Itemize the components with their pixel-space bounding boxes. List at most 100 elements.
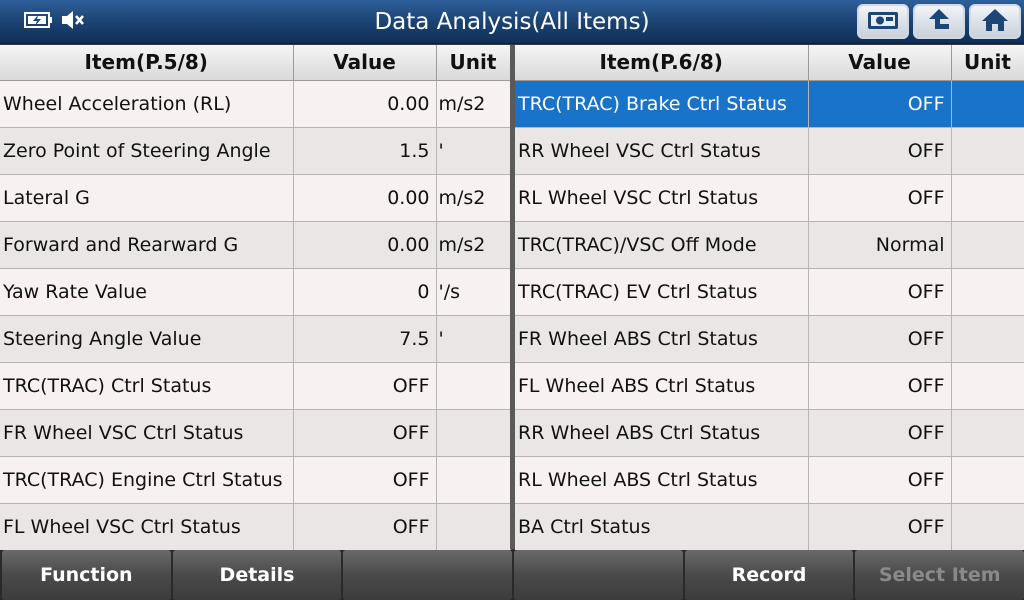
home-icon	[980, 7, 1010, 37]
table-row[interactable]: FL Wheel VSC Ctrl Status OFF	[0, 503, 511, 551]
item-cell: FL Wheel ABS Ctrl Status	[515, 362, 809, 410]
table-row[interactable]: TRC(TRAC) Ctrl Status OFF	[0, 362, 511, 410]
table-row[interactable]: Yaw Rate Value 0 '/s	[0, 268, 511, 316]
page-title: Data Analysis(All Items)	[374, 9, 650, 35]
value-cell: OFF	[293, 503, 437, 551]
item-cell: TRC(TRAC) EV Ctrl Status	[515, 268, 809, 316]
item-cell: Lateral G	[0, 174, 294, 222]
item-cell: RL Wheel ABS Ctrl Status	[515, 456, 809, 504]
item-cell: BA Ctrl Status	[515, 503, 809, 551]
value-cell: 0	[293, 268, 437, 316]
value-cell: 1.5	[293, 127, 437, 175]
home-button[interactable]	[969, 4, 1021, 39]
details-button[interactable]: Details	[172, 550, 342, 600]
column-header-item: Item(P.5/8)	[0, 45, 294, 81]
item-cell: TRC(TRAC) Ctrl Status	[0, 362, 294, 410]
value-cell: OFF	[293, 362, 437, 410]
table-row[interactable]: TRC(TRAC) Engine Ctrl Status OFF	[0, 456, 511, 504]
table-row[interactable]: BA Ctrl Status OFF	[515, 503, 1024, 551]
value-cell: Normal	[808, 221, 952, 269]
status-icons	[24, 9, 86, 35]
unit-cell	[951, 456, 1024, 504]
value-cell: OFF	[808, 503, 952, 551]
unit-cell	[951, 174, 1024, 222]
record-button[interactable]: Record	[684, 550, 854, 600]
title-bar: Data Analysis(All Items)	[0, 0, 1024, 44]
screenshot-button[interactable]	[857, 4, 909, 39]
unit-cell	[951, 221, 1024, 269]
table-row[interactable]: RL Wheel VSC Ctrl Status OFF	[515, 174, 1024, 222]
value-cell: 7.5	[293, 315, 437, 363]
back-button[interactable]	[913, 4, 965, 39]
select-item-button[interactable]: Select Item	[855, 550, 1024, 600]
column-header-unit: Unit	[951, 45, 1024, 81]
item-cell: RR Wheel VSC Ctrl Status	[515, 127, 809, 175]
table-row[interactable]: FR Wheel ABS Ctrl Status OFF	[515, 315, 1024, 363]
value-cell: OFF	[808, 80, 952, 128]
value-cell: 0.00	[293, 221, 437, 269]
empty-button-1[interactable]	[343, 550, 513, 600]
unit-cell	[951, 315, 1024, 363]
value-cell: OFF	[293, 456, 437, 504]
battery-icon	[24, 11, 54, 33]
item-cell: TRC(TRAC) Engine Ctrl Status	[0, 456, 294, 504]
value-cell: OFF	[293, 409, 437, 457]
data-table-left: Item(P.5/8) Value Unit Wheel Acceleratio…	[0, 45, 511, 551]
table-row[interactable]: Wheel Acceleration (RL) 0.00 m/s2	[0, 80, 511, 128]
item-cell: Zero Point of Steering Angle	[0, 127, 294, 175]
function-button[interactable]: Function	[2, 550, 171, 600]
mute-icon	[60, 9, 86, 35]
table-row[interactable]: RR Wheel VSC Ctrl Status OFF	[515, 127, 1024, 175]
table-row[interactable]: RR Wheel ABS Ctrl Status OFF	[515, 409, 1024, 457]
unit-cell	[951, 127, 1024, 175]
screenshot-icon	[866, 9, 900, 35]
item-cell: TRC(TRAC)/VSC Off Mode	[515, 221, 809, 269]
unit-cell	[951, 362, 1024, 410]
unit-cell	[436, 409, 511, 457]
item-cell: RL Wheel VSC Ctrl Status	[515, 174, 809, 222]
unit-cell: '/s	[436, 268, 511, 316]
item-cell: RR Wheel ABS Ctrl Status	[515, 409, 809, 457]
column-header-item: Item(P.6/8)	[515, 45, 809, 81]
value-cell: OFF	[808, 409, 952, 457]
column-header-unit: Unit	[436, 45, 511, 81]
item-cell: FL Wheel VSC Ctrl Status	[0, 503, 294, 551]
unit-cell: m/s2	[436, 221, 511, 269]
table-row[interactable]: TRC(TRAC)/VSC Off Mode Normal	[515, 221, 1024, 269]
data-table-right: Item(P.6/8) Value Unit TRC(TRAC) Brake C…	[515, 45, 1024, 551]
table-row[interactable]: FR Wheel VSC Ctrl Status OFF	[0, 409, 511, 457]
empty-button-2[interactable]	[514, 550, 683, 600]
unit-cell	[951, 80, 1024, 128]
value-cell: OFF	[808, 268, 952, 316]
unit-cell	[436, 503, 511, 551]
table-row-selected[interactable]: TRC(TRAC) Brake Ctrl Status OFF	[515, 80, 1024, 128]
table-row[interactable]: TRC(TRAC) EV Ctrl Status OFF	[515, 268, 1024, 316]
unit-cell	[951, 268, 1024, 316]
table-divider	[510, 45, 515, 549]
table-row[interactable]: FL Wheel ABS Ctrl Status OFF	[515, 362, 1024, 410]
column-header-value: Value	[808, 45, 952, 81]
value-cell: 0.00	[293, 80, 437, 128]
item-cell: FR Wheel VSC Ctrl Status	[0, 409, 294, 457]
item-cell: TRC(TRAC) Brake Ctrl Status	[515, 80, 809, 128]
unit-cell	[951, 409, 1024, 457]
item-cell: Yaw Rate Value	[0, 268, 294, 316]
value-cell: OFF	[808, 456, 952, 504]
back-up-icon	[924, 7, 954, 37]
item-cell: Wheel Acceleration (RL)	[0, 80, 294, 128]
column-header-value: Value	[293, 45, 437, 81]
value-cell: OFF	[808, 315, 952, 363]
unit-cell: '	[436, 127, 511, 175]
value-cell: OFF	[808, 174, 952, 222]
table-row[interactable]: RL Wheel ABS Ctrl Status OFF	[515, 456, 1024, 504]
unit-cell: m/s2	[436, 80, 511, 128]
value-cell: 0.00	[293, 174, 437, 222]
table-row[interactable]: Lateral G 0.00 m/s2	[0, 174, 511, 222]
item-cell: FR Wheel ABS Ctrl Status	[515, 315, 809, 363]
table-row[interactable]: Zero Point of Steering Angle 1.5 '	[0, 127, 511, 175]
table-row[interactable]: Steering Angle Value 7.5 '	[0, 315, 511, 363]
unit-cell	[436, 456, 511, 504]
value-cell: OFF	[808, 362, 952, 410]
table-row[interactable]: Forward and Rearward G 0.00 m/s2	[0, 221, 511, 269]
function-bar: Function Details Record Select Item	[0, 550, 1024, 600]
